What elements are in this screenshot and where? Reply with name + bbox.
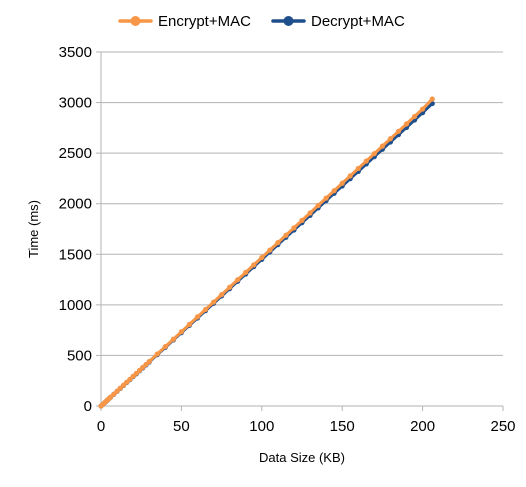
data-point-0-33 xyxy=(267,247,273,253)
data-point-0-43 xyxy=(347,173,353,179)
data-point-0-27 xyxy=(219,292,225,298)
data-point-0-47 xyxy=(379,143,385,149)
data-point-0-44 xyxy=(355,165,361,172)
legend-label-0: Encrypt+MAC xyxy=(158,13,251,30)
data-point-0-41 xyxy=(331,188,337,194)
legend-item-0: Encrypt+MAC xyxy=(118,13,251,30)
data-point-0-32 xyxy=(259,254,265,261)
legend-label-1: Decrypt+MAC xyxy=(311,13,405,30)
data-point-0-46 xyxy=(371,150,377,157)
y-tick-label-3: 1500 xyxy=(59,246,92,263)
data-point-0-20 xyxy=(162,344,168,350)
data-point-0-29 xyxy=(235,277,241,283)
y-tick-label-0: 0 xyxy=(84,398,92,415)
series-lines xyxy=(98,96,435,409)
y-tick-label-2: 1000 xyxy=(59,297,92,314)
x-tick-label-3: 150 xyxy=(330,418,355,435)
y-tick-label-6: 3000 xyxy=(59,95,92,112)
data-point-0-19 xyxy=(154,351,160,357)
y-tick-label-1: 500 xyxy=(67,347,92,364)
data-point-0-45 xyxy=(363,158,369,164)
data-point-0-52 xyxy=(420,106,426,112)
data-point-0-28 xyxy=(227,284,233,290)
axes xyxy=(100,52,503,407)
data-point-0-31 xyxy=(251,262,257,268)
x-tick-label-5: 250 xyxy=(490,418,515,435)
legend-swatch-marker-0 xyxy=(130,16,141,26)
y-axis-title: Time (ms) xyxy=(26,200,41,258)
legend: Encrypt+MAC Decrypt+MAC xyxy=(118,13,405,30)
x-tick-label-0: 0 xyxy=(97,418,105,435)
data-point-0-51 xyxy=(411,113,418,120)
data-point-0-25 xyxy=(202,306,209,313)
data-point-0-49 xyxy=(395,128,402,134)
data-point-0-37 xyxy=(299,217,305,223)
data-point-0-38 xyxy=(307,210,313,216)
y-tick-label-4: 2000 xyxy=(59,196,92,213)
legend-swatch-marker-1 xyxy=(283,16,294,26)
data-point-0-39 xyxy=(315,202,321,209)
data-point-0-24 xyxy=(194,314,201,320)
x-tick-labels: 0 50 100 150 200 250 xyxy=(97,418,516,435)
data-point-0-26 xyxy=(210,299,217,305)
data-point-0-48 xyxy=(387,136,394,142)
legend-item-1: Decrypt+MAC xyxy=(271,13,405,30)
data-point-0-23 xyxy=(186,321,193,327)
data-point-0-21 xyxy=(170,336,176,342)
series-0 xyxy=(98,96,435,409)
data-point-0-35 xyxy=(283,232,289,238)
data-point-0-30 xyxy=(243,269,249,275)
gridlines xyxy=(96,51,504,411)
y-tick-label-5: 2500 xyxy=(59,145,92,162)
x-tick-label-2: 100 xyxy=(249,418,274,435)
data-point-0-42 xyxy=(339,180,345,186)
y-tick-label-7: 3500 xyxy=(59,44,92,61)
data-point-0-53 xyxy=(429,96,435,102)
x-tick-label-1: 50 xyxy=(173,418,190,435)
data-point-0-18 xyxy=(146,358,152,365)
y-tick-labels: 0 500 1000 1500 2000 2500 3000 3500 xyxy=(59,44,92,415)
data-point-0-22 xyxy=(178,329,184,335)
data-point-0-50 xyxy=(403,121,410,127)
data-point-0-34 xyxy=(275,240,281,246)
x-tick-label-4: 200 xyxy=(410,418,435,435)
data-point-0-36 xyxy=(291,225,297,231)
data-point-0-40 xyxy=(323,195,329,201)
x-axis-title: Data Size (KB) xyxy=(259,450,345,465)
